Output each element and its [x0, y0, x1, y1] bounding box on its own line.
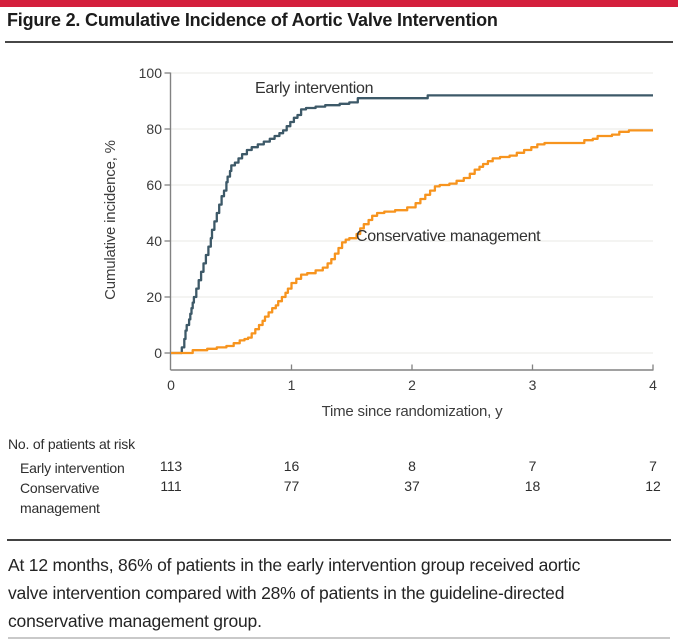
risk-count: 18: [524, 478, 541, 494]
curve-label-early-intervention: Early intervention: [255, 80, 374, 97]
risk-count: 77: [283, 478, 300, 494]
km-curve-early-intervention: [171, 94, 653, 355]
figure-caption: At 12 months, 86% of patients in the ear…: [8, 551, 672, 635]
x-tick-label: 0: [167, 377, 175, 393]
y-tick-label: 100: [138, 65, 162, 81]
risk-count: 8: [408, 458, 416, 474]
title-divider: [5, 41, 673, 43]
risk-count: 37: [404, 478, 420, 494]
y-tick-label: 0: [154, 345, 162, 361]
y-tick-label: 40: [146, 233, 162, 249]
km-curve-conservative-management: [171, 129, 653, 355]
risk-count: 7: [528, 458, 537, 474]
risk-row-label-early: Early intervention: [20, 460, 125, 476]
caption-line: valve intervention compared with 28% of …: [8, 583, 565, 603]
caption-line: At 12 months, 86% of patients in the ear…: [8, 555, 581, 575]
curve-label-conservative-management: Conservative management: [356, 228, 541, 245]
risk-row-label-conservative: Conservative management: [20, 480, 100, 516]
x-tick-label: 4: [649, 377, 657, 393]
risk-count: 7: [649, 458, 657, 474]
y-tick-label: 60: [146, 177, 162, 193]
x-tick-label: 2: [408, 377, 416, 393]
caption-line: conservative management group.: [8, 611, 262, 631]
risk-count: 12: [645, 478, 661, 494]
risk-count: 111: [160, 478, 182, 494]
y-tick-label: 80: [146, 121, 162, 137]
figure-title: Figure 2. Cumulative Incidence of Aortic…: [7, 10, 498, 30]
bottom-divider: [8, 637, 670, 639]
caption-divider: [7, 539, 671, 541]
risk-count: 16: [283, 458, 300, 474]
y-tick-label: 20: [146, 289, 162, 305]
risk-count: 113: [159, 458, 183, 474]
journal-accent-bar: [0, 0, 678, 7]
x-axis-title: Time since randomization, y: [321, 403, 503, 420]
x-tick-label: 1: [287, 377, 296, 393]
x-tick-label: 3: [528, 377, 537, 393]
y-axis-title: Cumulative incidence, %: [102, 140, 119, 300]
risk-table-header: No. of patients at risk: [8, 436, 135, 452]
